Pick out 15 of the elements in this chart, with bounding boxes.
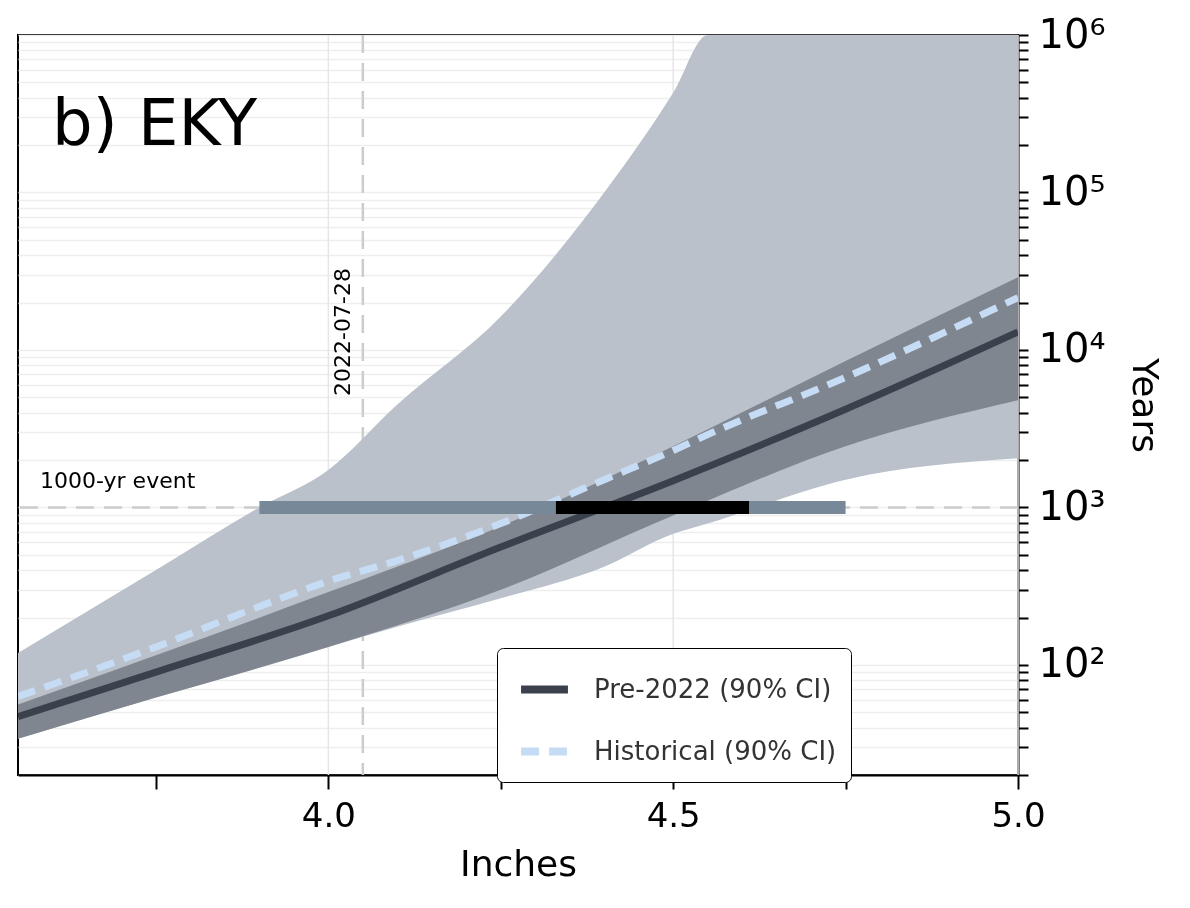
x-tick-label: 4.5 — [646, 794, 701, 835]
ref-line-label: 1000-yr event — [40, 468, 196, 494]
y-tick-label: 10³ — [1038, 482, 1106, 529]
x-axis-title: Inches — [460, 842, 577, 884]
legend-label: Historical (90% CI) — [594, 735, 837, 766]
y-tick-label: 10² — [1038, 640, 1106, 687]
y-tick-label: 10⁴ — [1038, 325, 1106, 372]
x-tick-label: 4.0 — [301, 794, 356, 835]
y-tick-label: 10⁵ — [1038, 167, 1106, 214]
y-tick-label: 10⁶ — [1038, 10, 1106, 57]
text: b) EKY — [52, 86, 259, 160]
x-tick-label: 5.0 — [991, 794, 1046, 835]
y-axis-title: Years — [1125, 357, 1167, 453]
legend-label: Pre-2022 (90% CI) — [594, 673, 832, 704]
annotation: 2022-07-28 — [329, 268, 355, 396]
